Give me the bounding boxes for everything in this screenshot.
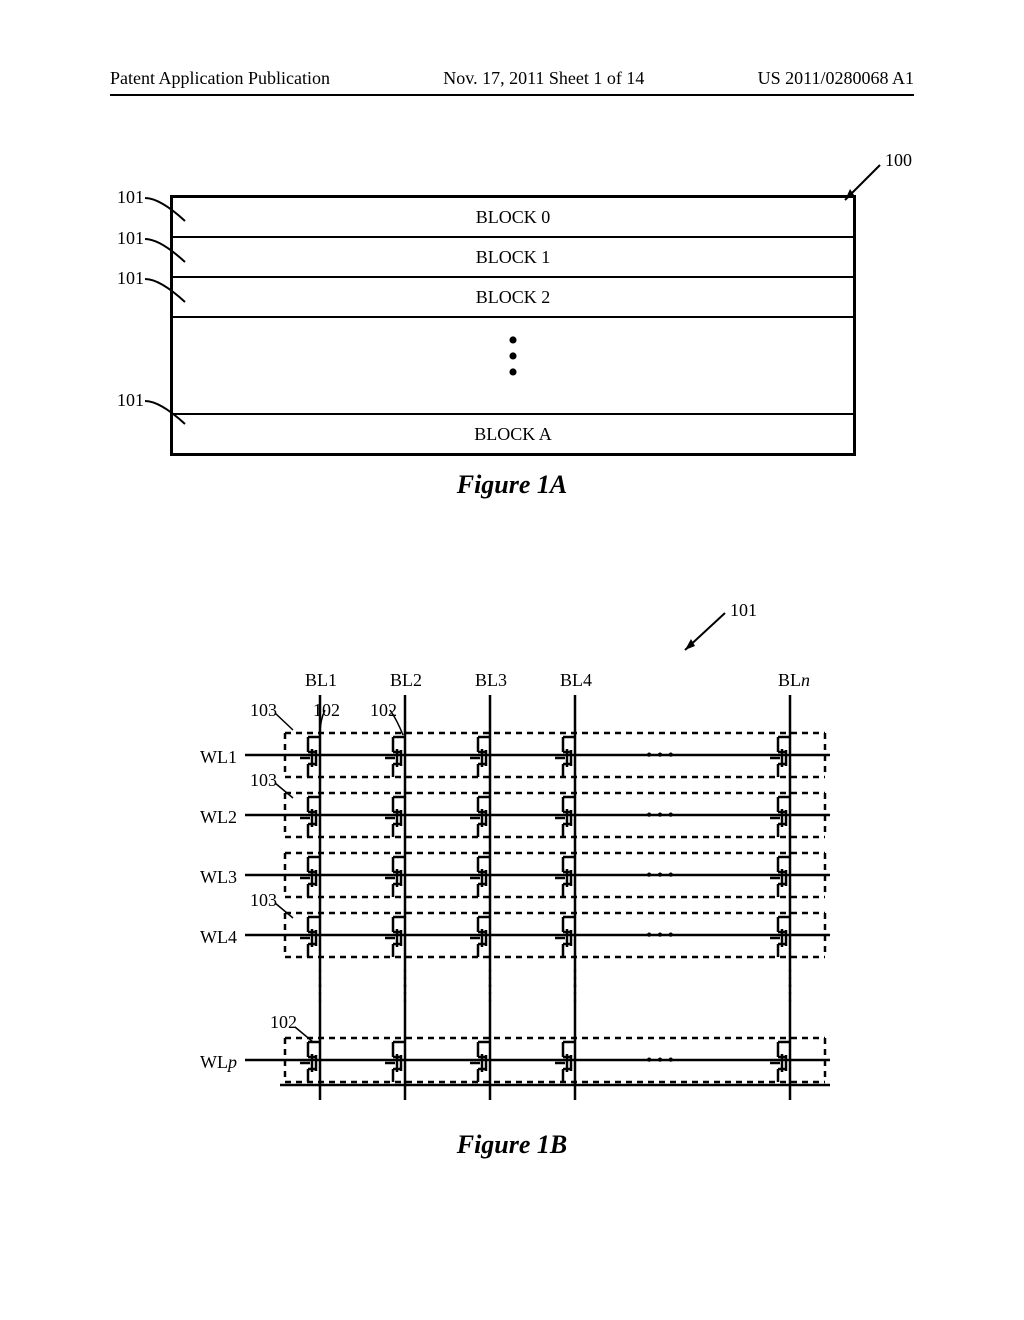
page-header: Patent Application Publication Nov. 17, … [110,68,914,89]
svg-text:• • •: • • • [646,745,674,765]
figure-1a-caption: Figure 1A [0,470,1024,500]
memory-array-diagram: • • •• • •• • •• • •• • •⋮⋮⋮⋮⋮⋮⋮⋮⋮⋮ [170,640,870,1140]
figure-1a: 100 101 101 101 101 BLOCK 0 BLOCK 1 BLOC… [170,195,850,456]
svg-text:• • •: • • • [646,1050,674,1070]
header-center: Nov. 17, 2011 Sheet 1 of 14 [443,68,644,89]
block-row: BLOCK 1 [173,238,853,278]
svg-text:⋮: ⋮ [479,980,501,1005]
svg-text:• • •: • • • [646,865,674,885]
figure-1b: 101 BL1 BL2 BL3 BL4 BLn WL1 WL2 WL3 WL4 … [170,640,870,1170]
block-row: BLOCK A [173,415,853,453]
block-ellipsis: ••• [173,318,853,415]
header-right: US 2011/0280068 A1 [758,68,914,89]
ref-label-101-d: 101 [117,390,144,411]
patent-page: Patent Application Publication Nov. 17, … [0,0,1024,1320]
figure-1b-caption: Figure 1B [0,1130,1024,1160]
header-left: Patent Application Publication [110,68,330,89]
block-row: BLOCK 0 [173,198,853,238]
ref-label-100: 100 [885,150,912,171]
svg-text:• • •: • • • [646,805,674,825]
block-table: BLOCK 0 BLOCK 1 BLOCK 2 ••• BLOCK A [170,195,856,456]
block-row: BLOCK 2 [173,278,853,318]
svg-text:⋮: ⋮ [309,980,331,1005]
svg-text:⋮: ⋮ [394,980,416,1005]
ref-label-101-fig1b: 101 [730,600,757,621]
ref-label-101-b: 101 [117,228,144,249]
ref-label-101-c: 101 [117,268,144,289]
header-rule [110,94,914,96]
ref-label-101-a: 101 [117,187,144,208]
svg-text:• • •: • • • [646,925,674,945]
svg-text:⋮: ⋮ [564,980,586,1005]
svg-text:⋮: ⋮ [779,980,801,1005]
